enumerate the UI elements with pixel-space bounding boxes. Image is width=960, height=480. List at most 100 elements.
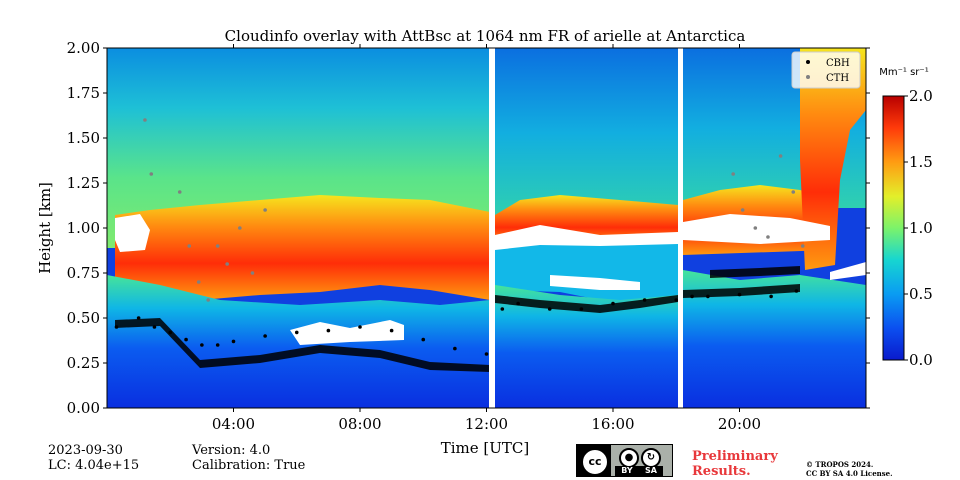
x-tick-label: 04:00 [212, 415, 255, 433]
y-tick-label: 1.25 [67, 174, 100, 192]
y-tick-label: 0.75 [67, 264, 100, 282]
y-tick-label: 1.75 [67, 84, 100, 102]
cth-point [731, 172, 735, 176]
saturation-patch [290, 320, 404, 345]
colorbar [882, 95, 905, 361]
cth-point [740, 208, 745, 212]
cth-point [791, 190, 796, 194]
footer-version: Version: 4.0 [192, 443, 271, 458]
attenuation-band [710, 266, 800, 278]
cth-point [177, 190, 182, 194]
y-tick-label: 0.25 [67, 354, 100, 372]
footer-date-lc: 2023-09-30 LC: 4.04e+15 [48, 443, 139, 473]
legend-label-cbh: CBH [826, 58, 850, 69]
cth-point [187, 244, 192, 248]
cth-point [149, 172, 154, 176]
cth-point [225, 262, 229, 266]
colorbar-tick-label: 0.5 [909, 285, 933, 303]
cbh-point [547, 307, 552, 311]
cc-box: cc [577, 445, 611, 476]
saturation-patch [495, 225, 678, 250]
saturation-patch [550, 275, 640, 290]
badge-sa-label: SA [639, 466, 663, 476]
legend: CBH CTH [791, 51, 861, 89]
copyright-notice: © TROPOS 2024. CC BY SA 4.0 License. [806, 460, 893, 478]
cbh-point [231, 339, 236, 344]
legend-marker-cbh [806, 60, 810, 64]
preliminary-results-notice: Preliminary Results. [692, 449, 778, 479]
y-tick-label: 1.00 [67, 219, 100, 237]
preliminary-line-1: Preliminary [692, 449, 778, 464]
sky-region-2 [495, 48, 678, 218]
cbh-point [168, 330, 173, 335]
cth-point [143, 118, 147, 122]
copyright-line-2: CC BY SA 4.0 License. [806, 469, 893, 478]
cth-point [250, 271, 255, 275]
y-tick-label: 0.50 [67, 309, 100, 327]
colorbar-tick-label: 0.0 [909, 351, 933, 369]
data-gap [678, 48, 683, 408]
colorbar-tick-label: 1.5 [909, 153, 933, 171]
footer-lc: LC: 4.04e+15 [48, 458, 140, 473]
cbh-point [358, 325, 362, 329]
attenuation-band [495, 295, 678, 313]
cth-point [753, 226, 758, 230]
y-tick-label: 2.00 [67, 39, 100, 57]
cth-point [800, 244, 805, 248]
cth-point [766, 235, 770, 239]
cbh-point [794, 289, 799, 293]
y-tick-label: 0.00 [67, 399, 100, 417]
x-tick-label: 08:00 [338, 415, 381, 433]
legend-marker-cth [806, 75, 810, 79]
cbh-point [152, 325, 157, 329]
cbh-point [500, 307, 505, 311]
cbh-point [200, 343, 204, 347]
saturation-patch [830, 262, 866, 280]
cth-point [238, 226, 242, 230]
y-tick-label: 1.50 [67, 129, 100, 147]
preliminary-line-2: Results. [692, 464, 751, 479]
x-axis-label: Time [UTC] [441, 439, 530, 457]
cbh-point [421, 337, 426, 342]
x-tick-label: 16:00 [591, 415, 634, 433]
cbh-point [326, 328, 331, 333]
legend-label-cth: CTH [826, 73, 849, 84]
footer-calibration: Calibration: True [192, 458, 306, 473]
data-gap [489, 48, 495, 408]
cloud-layer-1 [115, 195, 490, 300]
cbh-point [769, 294, 773, 299]
cbh-point [453, 346, 457, 351]
by-person-icon: ● [619, 448, 639, 468]
copyright-line-1: © TROPOS 2024. [806, 460, 874, 469]
x-tick-label: 12:00 [465, 415, 508, 433]
cth-point [206, 298, 210, 302]
footer-version-calibration: Version: 4.0 Calibration: True [192, 443, 305, 473]
x-tick-label: 20:00 [718, 415, 761, 433]
cth-point [263, 208, 267, 212]
colorbar-unit: Mm⁻¹ sr⁻¹ [879, 67, 928, 78]
cbh-point [215, 343, 220, 347]
cbh-point [114, 325, 119, 329]
colorbar-tick-label: 1.0 [909, 219, 933, 237]
cth-point [215, 244, 220, 248]
cc-icon: cc [581, 448, 609, 476]
y-axis-label: Height [km] [36, 182, 54, 274]
attenuation-band [115, 318, 490, 372]
low-level-3 [683, 270, 866, 408]
cbh-point [674, 298, 679, 302]
cbh-point [263, 334, 267, 338]
cbh-point [484, 352, 489, 356]
cbh-point [706, 294, 710, 299]
cbh-point [184, 337, 188, 342]
sa-share-alike-icon: ↻ [641, 448, 661, 468]
chart-title: Cloudinfo overlay with AttBsc at 1064 nm… [225, 27, 746, 45]
attenuation-band [683, 284, 800, 298]
saturation-patch [115, 214, 150, 252]
cbh-point [737, 292, 742, 297]
cbh-point [642, 298, 647, 302]
low-level-2 [495, 285, 678, 408]
colorbar-tick-label: 2.0 [909, 87, 933, 105]
cc-license-badge: cc ● ↻ BY SA [576, 444, 673, 477]
badge-by-label: BY [615, 466, 639, 476]
